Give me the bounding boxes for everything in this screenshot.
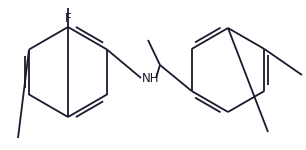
- Text: NH: NH: [142, 72, 159, 84]
- Text: F: F: [65, 12, 71, 25]
